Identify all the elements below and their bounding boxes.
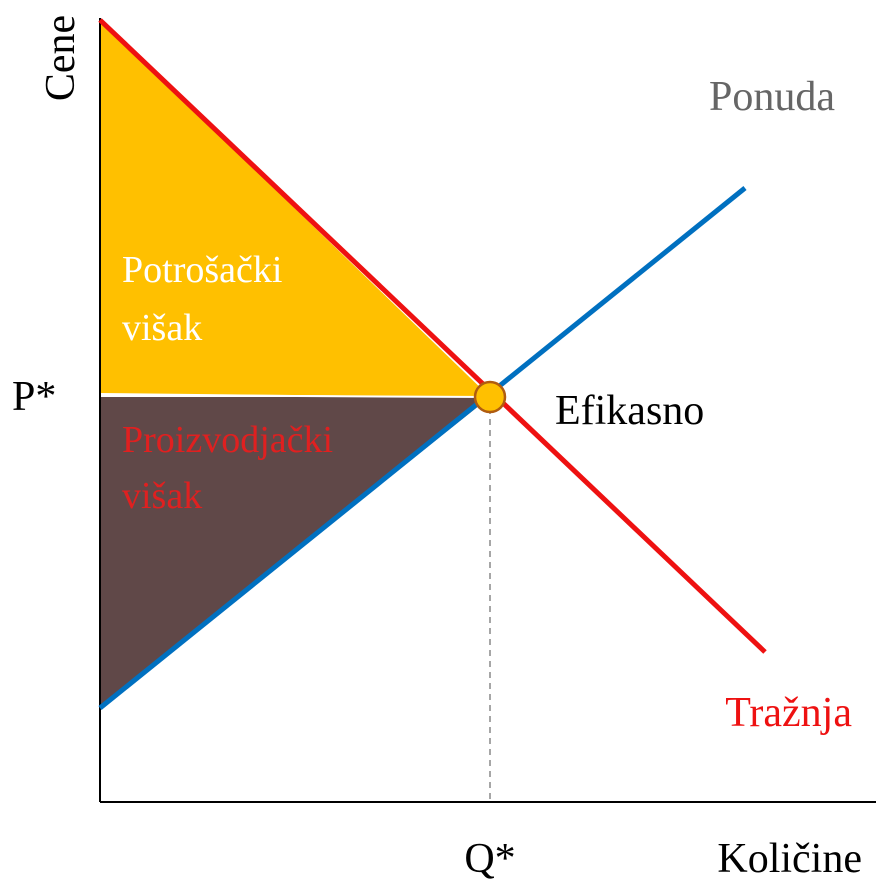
equilibrium-point xyxy=(473,380,507,414)
producer-surplus-label: Proizvodjački xyxy=(122,419,333,461)
consumer-surplus-label: Potrošački xyxy=(122,249,282,291)
supply-curve xyxy=(98,186,747,710)
price-label: P* xyxy=(12,374,56,420)
quantity-label: Q* xyxy=(464,836,515,882)
producer-surplus-label: višak xyxy=(122,475,202,517)
demand-curve xyxy=(98,18,767,654)
x-axis-label: Količine xyxy=(717,836,862,882)
equilibrium-label: Efikasno xyxy=(555,388,704,434)
supply-label: Ponuda xyxy=(709,74,835,120)
consumer-surplus-label: višak xyxy=(122,307,202,349)
demand-label: Tražnja xyxy=(725,690,852,736)
price-line xyxy=(99,394,491,398)
y-axis-label: Cene xyxy=(38,15,84,101)
